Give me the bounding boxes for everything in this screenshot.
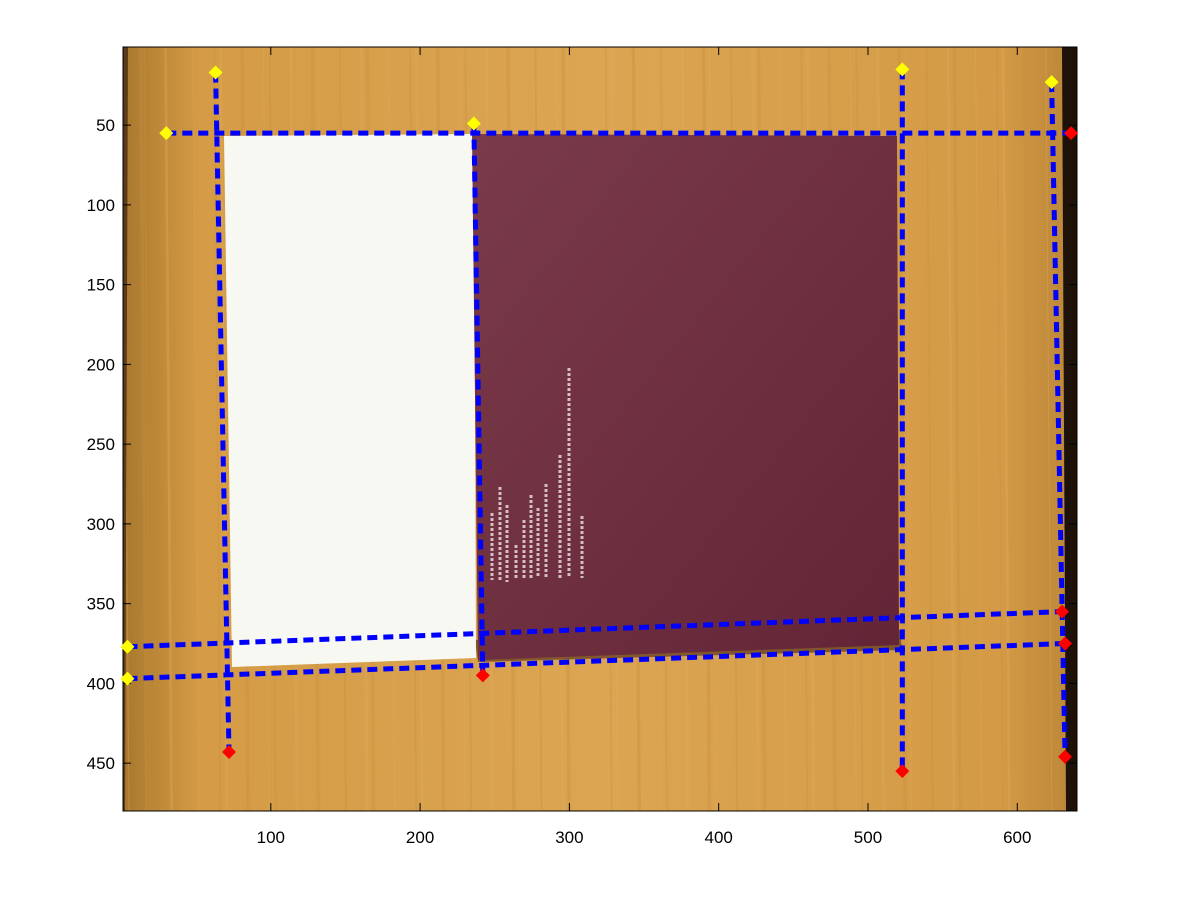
line-end-marker (1058, 636, 1073, 651)
line-end-marker (895, 764, 910, 779)
wood-grain-streak (1051, 47, 1059, 811)
wood-grain-streak (139, 47, 149, 811)
line-end-marker (1055, 604, 1070, 619)
detected-line (213, 72, 232, 753)
line-end-marker (475, 668, 490, 683)
line-start-marker (120, 639, 135, 654)
line-start-marker (895, 62, 910, 77)
wood-grain-streak (1045, 47, 1053, 811)
wood-grain-streak (904, 47, 912, 811)
y-tick-label: 350 (87, 595, 115, 614)
book-cover-lettering (490, 368, 584, 582)
x-tick-label: 600 (1003, 828, 1031, 847)
y-tick-labels: 50 100 150 200 250 300 350 400 450 (87, 116, 115, 773)
y-tick-label: 400 (87, 674, 115, 693)
axis-ticks (123, 47, 1077, 811)
y-tick-label: 450 (87, 754, 115, 773)
photo-background (123, 47, 1077, 811)
line-start-marker (466, 116, 481, 131)
left-dark-edge (123, 47, 128, 811)
white-booklet (224, 134, 476, 667)
line-end-marker (1064, 126, 1079, 141)
line-start-marker (208, 65, 223, 80)
detected-line (471, 123, 486, 676)
x-tick-labels: 100 200 300 400 500 600 (257, 828, 1032, 847)
wood-grain-streak (1001, 47, 1011, 811)
detected-line (127, 641, 1066, 682)
line-start-marker (1044, 75, 1059, 90)
right-dark-edge (1062, 47, 1077, 811)
wood-grain-streak (170, 47, 180, 811)
x-tick-label: 100 (257, 828, 285, 847)
wood-grain-streak (975, 47, 983, 811)
line-end-marker (1058, 749, 1073, 764)
wood-grain-streak (164, 47, 173, 811)
x-tick-label: 300 (555, 828, 583, 847)
y-tick-label: 150 (87, 276, 115, 295)
x-tick-label: 400 (705, 828, 733, 847)
detected-lines (127, 69, 1072, 772)
x-tick-label: 500 (854, 828, 882, 847)
wood-grain-streak (1022, 47, 1033, 811)
wood-grain-streak (996, 47, 1004, 811)
wood-grain-streak (925, 47, 934, 811)
y-tick-label: 100 (87, 196, 115, 215)
y-tick-label: 200 (87, 355, 115, 374)
maroon-book (472, 134, 899, 660)
y-tick-label: 300 (87, 515, 115, 534)
detected-line (127, 609, 1063, 650)
line-start-marker (159, 126, 174, 141)
endpoint-markers (120, 62, 1079, 779)
wood-grain-streak (143, 47, 152, 811)
wood-grain-streak (952, 47, 962, 811)
wood-grain-streak (192, 47, 200, 811)
axes-box (122, 46, 1078, 812)
x-tick-label: 200 (406, 828, 434, 847)
wood-grain-streak (946, 47, 956, 811)
y-tick-label: 50 (96, 116, 115, 135)
line-start-marker (120, 671, 135, 686)
line-end-marker (222, 744, 236, 759)
y-tick-label: 250 (87, 435, 115, 454)
